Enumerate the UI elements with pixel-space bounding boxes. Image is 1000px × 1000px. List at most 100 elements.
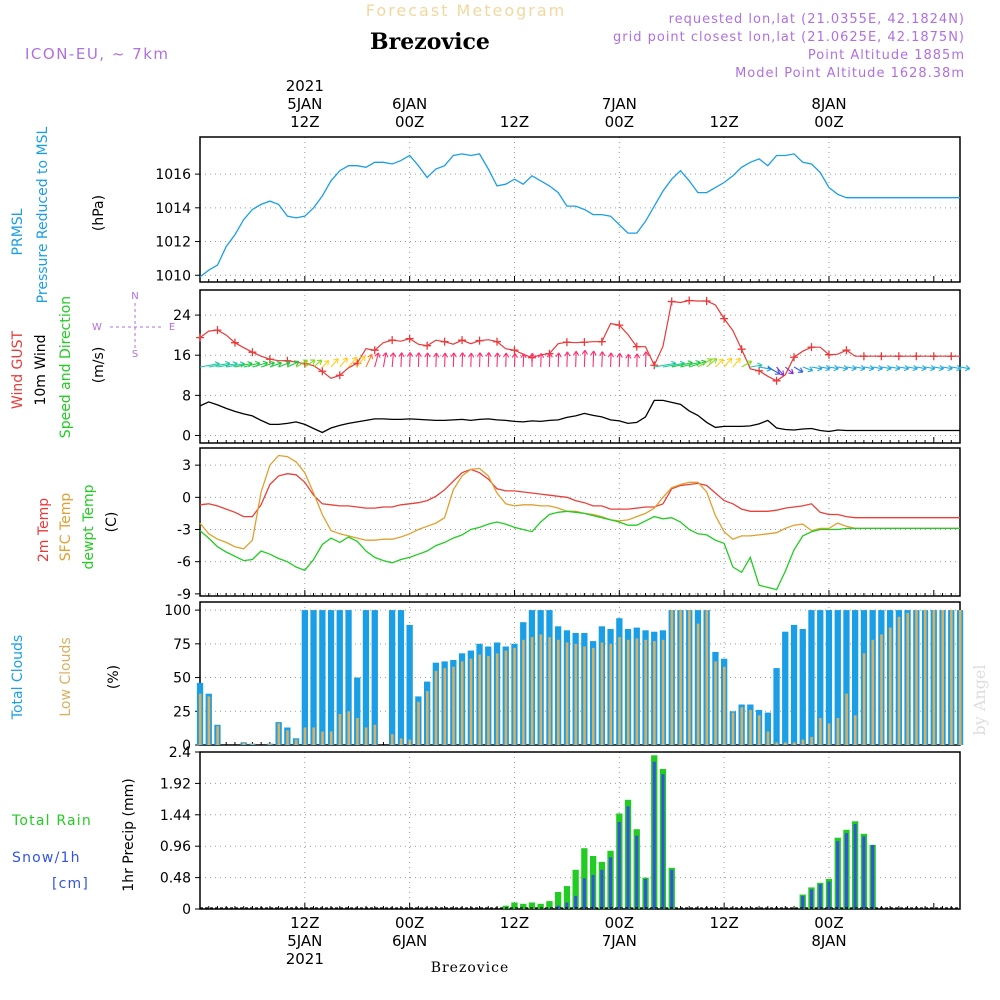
panel-frame (199, 136, 961, 283)
gust-marker (423, 341, 432, 350)
snow-bar (818, 884, 822, 909)
low-cloud-bar (391, 734, 394, 745)
gust-marker (702, 297, 711, 306)
low-cloud-bar (216, 726, 219, 745)
low-cloud-bar (548, 637, 551, 745)
wind-arrow (811, 365, 823, 372)
low-cloud-bar (198, 693, 202, 745)
rain-bar (520, 903, 527, 909)
sfc-temp-label: SFC Temp (58, 493, 74, 562)
low-cloud-bar (784, 742, 787, 745)
total-cloud-bar (362, 610, 370, 745)
wind-arrow (776, 366, 785, 376)
top-tick-label: 12Z (290, 113, 319, 131)
low-cloud-bar (792, 742, 796, 745)
rain-bar (502, 905, 509, 909)
snow-bar (582, 878, 586, 909)
wind-arrow (468, 352, 475, 368)
low-cloud-bar (399, 738, 403, 745)
low-cloud-bar (574, 643, 578, 745)
pressure-unit: (hPa) (91, 195, 107, 231)
gust-marker (475, 336, 484, 345)
gust-marker (790, 353, 799, 362)
wind-arrow (529, 352, 536, 368)
gust-marker (894, 352, 903, 361)
product-title: Forecast Meteogram (366, 1, 566, 20)
low-cloud-bar (487, 656, 490, 745)
y-tick-label: 0 (182, 902, 191, 918)
wind-arrow (520, 353, 527, 368)
gust-marker (458, 336, 467, 345)
low-cloud-bar (530, 637, 534, 745)
total-cloud-bar (817, 610, 824, 745)
wind-arrow (951, 364, 962, 372)
wind-arrow (916, 364, 927, 372)
wind-arrow (415, 352, 422, 368)
gust-marker (248, 348, 257, 357)
snow-bar (574, 895, 578, 909)
dewpt-line (199, 510, 960, 591)
gust-marker (737, 345, 746, 354)
snow-bar (626, 806, 630, 909)
bottom-tick-label: 00Z (395, 914, 424, 932)
low-cloud-bar (810, 736, 813, 745)
gust-marker (929, 352, 938, 361)
low-cloud-bar (854, 715, 857, 745)
snow-bar (591, 875, 595, 909)
low-cloud-bar (294, 739, 298, 745)
snow-bar (600, 869, 604, 910)
dewpt-label: dewpt Temp (81, 484, 97, 569)
low-cloud-bar (871, 639, 875, 745)
low-cloud-bar (452, 666, 455, 745)
low-cloud-bar (740, 707, 744, 745)
y-tick-label: 2.4 (169, 745, 191, 761)
wind-arrow (485, 352, 492, 368)
low-cloud-bar (513, 647, 516, 745)
low-cloud-bar (557, 639, 560, 745)
wind-line (199, 399, 960, 434)
gust-marker (877, 352, 886, 361)
total-cloud-bar (764, 712, 771, 745)
total-cloud-bar (319, 610, 326, 745)
low-cloud-bar (827, 723, 831, 745)
grid-point-coords: grid point closest lon,lat (21.0625E, 42… (613, 30, 965, 45)
wind-arrow (304, 359, 316, 368)
low-cloud-bar (356, 718, 359, 745)
wind-arrow (959, 364, 971, 372)
compass-legend: N W E S (92, 291, 175, 360)
snow-label: Snow/1h (12, 850, 81, 866)
gust-marker (859, 352, 868, 361)
total-cloud-bar (825, 610, 833, 745)
y-tick-label: 16 (173, 348, 191, 364)
total-cloud-bar (310, 610, 317, 745)
rain-bar (563, 886, 571, 909)
wind-arrow (269, 361, 282, 368)
low-cloud-bar (714, 661, 717, 745)
top-tick-label: 8JAN (811, 95, 846, 113)
wind-arrow (406, 352, 414, 368)
snow-bar (836, 841, 840, 909)
low-cloud-bar (417, 701, 420, 745)
y-tick-label: 50 (173, 671, 191, 687)
wind-arrow (537, 353, 545, 368)
low-cloud-bar (950, 610, 953, 745)
low-cloud-bar (207, 696, 211, 745)
model-altitude: Model Point Altitude 1628.38m (735, 66, 965, 81)
snow-bar (871, 844, 875, 909)
y-tick-label: 25 (173, 704, 191, 720)
top-tick-label: 12Z (500, 113, 529, 131)
bottom-tick-label: 12Z (290, 914, 319, 932)
low-cloud-bar (958, 610, 962, 745)
gust-marker (230, 338, 239, 347)
wind-arrow (348, 356, 358, 368)
wind-arrow (706, 357, 718, 368)
pressure-label: Pressure Reduced to MSL (35, 126, 51, 303)
gust-marker (650, 361, 659, 370)
low-cloud-bar (705, 610, 709, 745)
plots: 1010 1012 1014 1016 0 8 16 24 -9 -6 -3 0 3 0 25 50 75 100… (155, 77, 971, 968)
panel-2: 0 8 16 24 (173, 289, 971, 444)
total-cloud-bar (397, 610, 405, 745)
y-tick-label: 0 (182, 738, 191, 754)
total-cloud-bar (834, 610, 841, 745)
